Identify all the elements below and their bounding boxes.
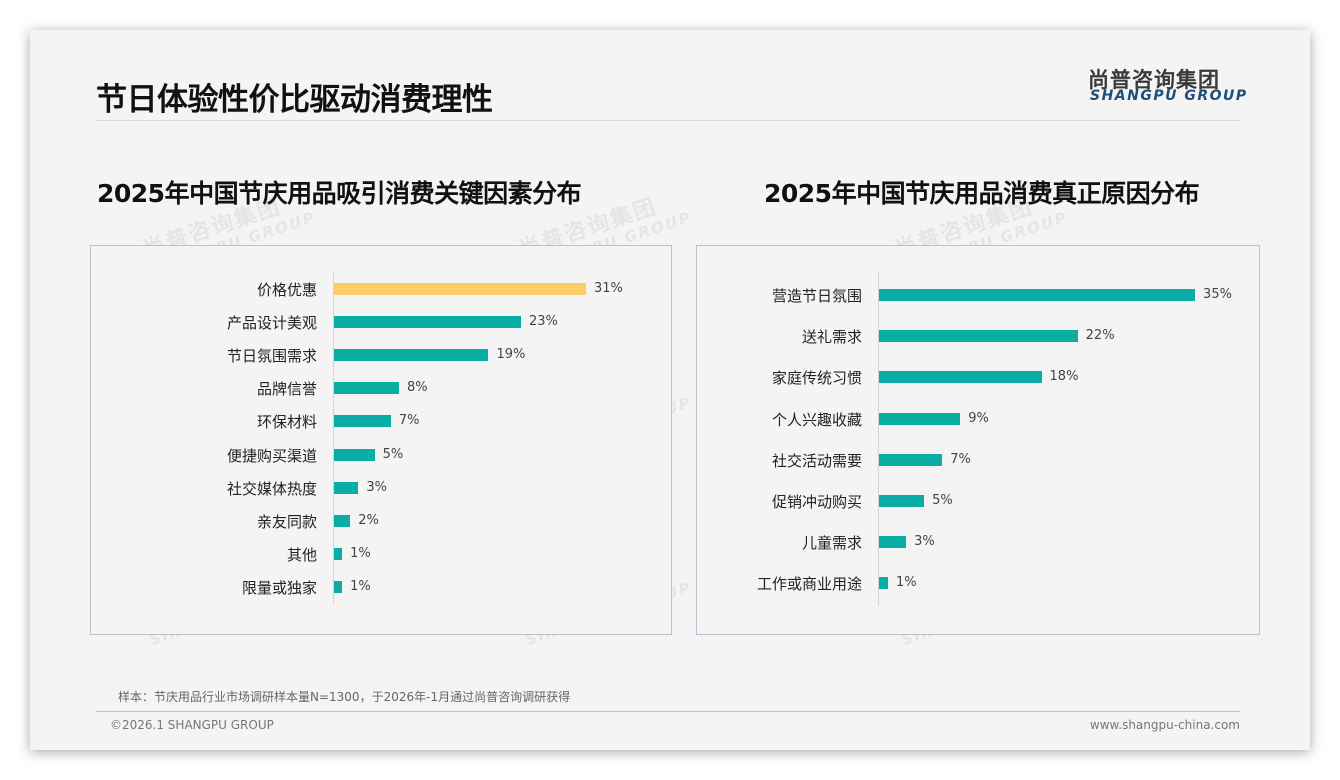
bar [879, 371, 1042, 384]
category-label: 限量或独家 [241, 578, 317, 597]
category-label: 价格优惠 [256, 281, 317, 299]
value-label: 18% [1049, 369, 1079, 385]
value-label: 1% [350, 578, 371, 594]
bar [334, 316, 521, 329]
category-label: 社交媒体热度 [226, 479, 317, 498]
slide: 节日体验性价比驱动消费理性 尚普咨询集团 SHANGPU GROUP 尚普咨询集… [30, 30, 1310, 750]
category-label: 儿童需求 [801, 534, 862, 553]
bar [334, 580, 343, 593]
category-label: 促销冲动购买 [771, 493, 862, 511]
chart-panel-right: 营造节日氛围 35% 送礼需求 22% 家庭传统习惯 18% 个人兴趣收藏 9% 社交活动需要 7… [696, 245, 1260, 635]
value-label: 22% [1085, 328, 1115, 344]
value-label: 23% [528, 314, 558, 330]
category-label: 便捷购买渠道 [226, 446, 317, 465]
category-label: 家庭传统习惯 [771, 369, 862, 388]
bar [334, 382, 400, 395]
value-label: 31% [594, 281, 623, 296]
chart-title-left: 2025年中国节庆用品吸引消费关键因素分布 [97, 179, 582, 208]
bar [334, 514, 351, 527]
bar [334, 349, 489, 362]
category-label: 送礼需求 [801, 328, 862, 347]
value-label: 5% [932, 493, 953, 508]
bar [879, 453, 943, 466]
title-divider [96, 120, 1240, 121]
category-label: 环保材料 [256, 413, 317, 432]
sample-note: 样本：节庆用品行业市场调研样本量N=1300，于2026年-1月通过尚普咨询调研… [118, 690, 571, 704]
bar [334, 448, 375, 461]
y-axis-line [878, 272, 879, 606]
value-label: 7% [398, 413, 420, 429]
value-label: 7% [950, 451, 971, 467]
chart-title-right: 2025年中国节庆用品消费真正原因分布 [764, 179, 1200, 208]
category-label: 品牌信誉 [256, 380, 317, 399]
category-label: 营造节日氛围 [771, 287, 862, 305]
footer-divider [96, 711, 1240, 712]
value-label: 1% [350, 545, 371, 561]
value-label: 2% [358, 512, 379, 528]
bar [334, 415, 391, 428]
chart-panel-left: 价格优惠 31% 产品设计美观 23% 节日氛围需求 19% 品牌信誉 8% 环保材料 7% 便捷购… [90, 245, 672, 635]
value-label: 3% [366, 479, 387, 495]
category-label: 其他 [286, 545, 317, 564]
value-label: 35% [1203, 287, 1232, 302]
bar-highlight [334, 283, 587, 295]
bar [879, 412, 961, 425]
value-label: 5% [382, 446, 404, 462]
copyright: ©2026.1 SHANGPU GROUP [110, 718, 274, 732]
bar [879, 495, 925, 507]
logo-cn: 尚普咨询集团 [1088, 68, 1220, 92]
value-label: 9% [968, 410, 989, 426]
bar [879, 577, 889, 590]
bar [334, 481, 359, 494]
category-label: 产品设计美观 [226, 314, 317, 333]
value-label: 1% [896, 575, 917, 591]
logo-en: SHANGPU GROUP [1090, 88, 1248, 104]
bar [879, 289, 1196, 301]
category-label: 节日氛围需求 [226, 347, 317, 366]
bar [334, 547, 343, 560]
website-url: www.shangpu-china.com [1089, 718, 1240, 732]
category-label: 亲友同款 [256, 512, 317, 531]
value-label: 3% [914, 534, 935, 550]
value-label: 19% [496, 347, 526, 363]
y-axis-line [333, 272, 334, 604]
category-label: 工作或商业用途 [756, 575, 862, 594]
category-label: 个人兴趣收藏 [771, 410, 862, 429]
category-label: 社交活动需要 [771, 451, 862, 470]
bar [879, 536, 907, 549]
bar [879, 330, 1078, 343]
page-title: 节日体验性价比驱动消费理性 [96, 82, 493, 118]
value-label: 8% [407, 380, 428, 396]
